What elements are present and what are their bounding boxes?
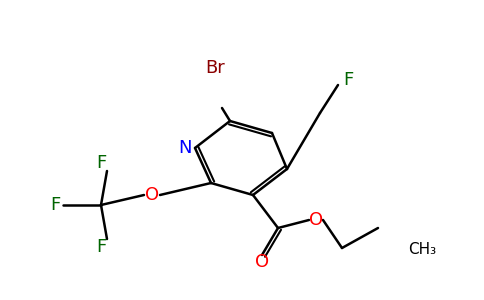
Text: F: F [343, 71, 353, 89]
Text: F: F [50, 196, 60, 214]
Text: N: N [178, 139, 192, 157]
Text: Br: Br [205, 59, 225, 77]
Text: O: O [145, 186, 159, 204]
Text: F: F [96, 238, 106, 256]
Text: F: F [96, 154, 106, 172]
Text: O: O [255, 253, 269, 271]
Text: O: O [309, 211, 323, 229]
Text: CH₃: CH₃ [408, 242, 436, 257]
